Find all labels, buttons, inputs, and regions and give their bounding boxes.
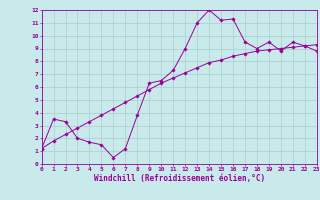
X-axis label: Windchill (Refroidissement éolien,°C): Windchill (Refroidissement éolien,°C) (94, 174, 265, 183)
